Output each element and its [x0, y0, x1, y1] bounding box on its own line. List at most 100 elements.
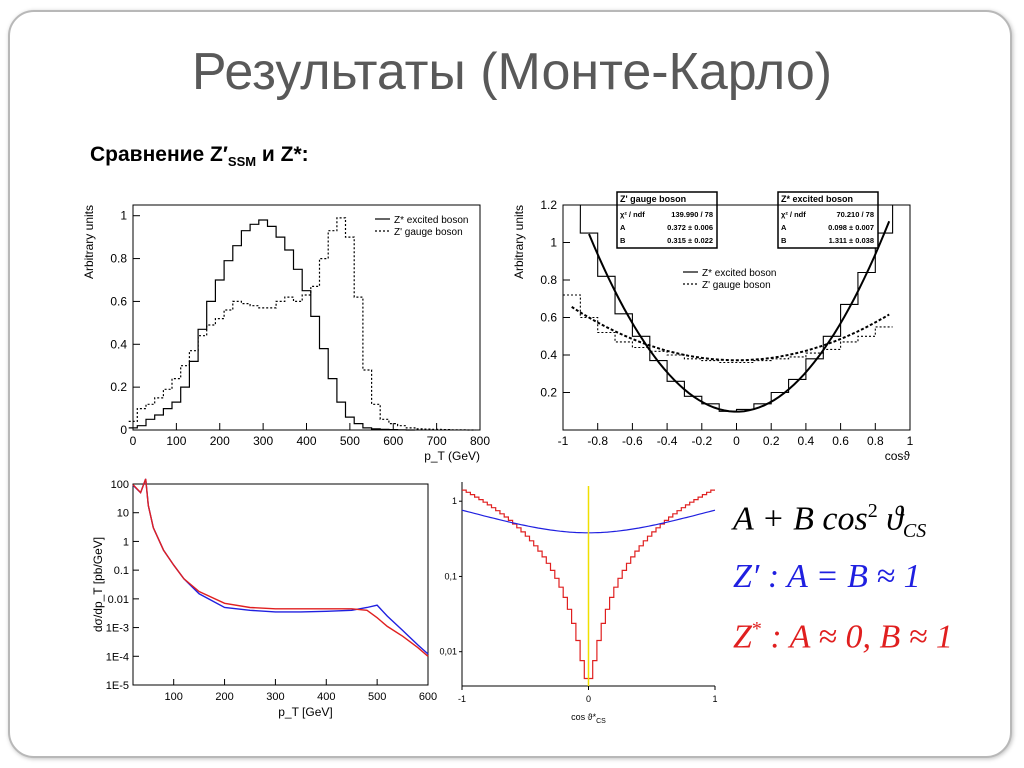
legend-label: Z* excited boson	[702, 268, 777, 279]
y-tick-label: 10	[117, 508, 129, 520]
y-tick-label: 0.8	[540, 273, 557, 287]
y-tick-label: 1E-4	[106, 651, 129, 663]
x-tick-label: -1	[458, 694, 466, 704]
formula-zstar: Z* : A ≈ 0, B ≈ 1	[733, 618, 953, 656]
formula-general-power: 2	[867, 500, 878, 522]
y-tick-label: 100	[111, 479, 129, 491]
subtitle-text: Сравнение Z′	[90, 143, 228, 166]
x-tick-label: 300	[253, 434, 273, 448]
x-tick-label: -0.4	[657, 434, 678, 448]
fit-box	[616, 191, 718, 249]
series-red-line	[132, 478, 429, 657]
fit-box-key: A	[620, 223, 626, 232]
y-tick-label: 0,01	[439, 647, 457, 657]
dsigma-dpt-chart: 100 200 300 400 500 600 100 10 1 0.1 0.01 1E-3 1E-4 1…	[91, 478, 437, 719]
x-axis-label-subscript: CS	[596, 718, 606, 725]
series-zstar-line	[128, 219, 415, 431]
fit-box-value: 0.315 ± 0.022	[667, 236, 713, 245]
x-tick-label: 300	[266, 691, 284, 703]
x-tick-label: 0	[586, 694, 591, 704]
x-tick-label: 500	[368, 691, 386, 703]
fit-box	[777, 191, 879, 249]
y-axis-label: Arbitrary units	[82, 205, 96, 279]
formula-general-text: A + B cos	[733, 500, 868, 538]
x-tick-label: 0.2	[763, 434, 780, 448]
y-tick-label: 1E-3	[106, 623, 129, 635]
y-tick-label: 1.2	[540, 198, 557, 212]
x-tick-label: 600	[419, 691, 437, 703]
x-tick-label: 1	[907, 434, 914, 448]
x-axis-label: cosϑ	[885, 449, 911, 463]
fit-box-value: 139.990 / 78	[671, 210, 713, 219]
slide-subtitle: Сравнение Z′SSM и Z*:	[90, 143, 309, 169]
series-zprime-line	[128, 217, 476, 431]
y-tick-label: 1	[123, 536, 129, 548]
plot-frame	[132, 483, 429, 686]
fit-box-title: Z' gauge boson	[620, 194, 686, 204]
formula-general: A + B cos2 ϑCS	[733, 500, 926, 543]
formula-zprime: Z′ : A = B ≈ 1	[733, 558, 921, 596]
y-tick-label: 0.8	[110, 252, 127, 266]
fit-box-value: 0.098 ± 0.007	[828, 223, 874, 232]
series-zprime-histogram	[563, 294, 893, 364]
x-tick-label: 0	[130, 434, 137, 448]
x-tick-label: 1	[712, 694, 717, 704]
legend-label: Z' gauge boson	[394, 227, 463, 238]
x-tick-label: 200	[210, 434, 230, 448]
x-tick-label: 100	[166, 434, 186, 448]
y-tick-label: 1E-5	[106, 680, 129, 692]
x-tick-label: -0.6	[622, 434, 643, 448]
series-zstar-histogram	[563, 204, 910, 412]
y-tick-label: 1	[550, 236, 557, 250]
fit-box-key: B	[620, 236, 626, 245]
fit-box-key: χ² / ndf	[781, 210, 806, 219]
y-tick-label: 0.01	[108, 594, 129, 606]
x-tick-label: 700	[427, 434, 447, 448]
x-tick-label: 800	[470, 434, 490, 448]
x-tick-label: 0.6	[832, 434, 849, 448]
fit-box-key: A	[781, 223, 787, 232]
fit-curve-zprime	[571, 306, 890, 362]
y-axis-label: dσ/dp_T [pb/GeV]	[91, 537, 105, 632]
y-tick-label: 1	[120, 209, 127, 223]
x-tick-label: 0	[733, 434, 740, 448]
y-tick-label: 0.6	[540, 311, 557, 325]
x-tick-label: 500	[340, 434, 360, 448]
y-tick-label: 0.2	[540, 386, 557, 400]
y-tick-label: 0	[120, 423, 127, 437]
x-tick-label: 400	[296, 434, 316, 448]
x-tick-label: 200	[215, 691, 233, 703]
legend-label: Z' gauge boson	[702, 280, 771, 291]
subtitle-subscript: SSM	[227, 154, 257, 170]
pt-distribution-chart: 0 100 200 300 400 500 600 700 800 0 0.2 0.4 0.6 0.8 1 p…	[82, 204, 490, 463]
x-tick-label: -0.8	[587, 434, 608, 448]
formula-zprime-text: Z′ : A = B ≈ 1	[733, 558, 921, 595]
y-axis-label: Arbitrary units	[512, 205, 526, 279]
fit-box-key: χ² / ndf	[620, 210, 645, 219]
formula-general-theta: ϑ	[886, 500, 903, 538]
x-axis-label: p_T (GeV)	[424, 449, 480, 463]
series-blue-line	[132, 478, 429, 655]
fit-box-title: Z* excited boson	[781, 194, 853, 204]
y-tick-label: 0.4	[540, 348, 557, 362]
fit-curve-zstar	[588, 220, 891, 413]
y-tick-label: 0.1	[114, 565, 129, 577]
x-tick-label: 0.4	[798, 434, 815, 448]
fit-box-value: 1.311 ± 0.038	[829, 236, 874, 245]
y-tick-label: 0.6	[110, 294, 127, 308]
fit-box-value: 70.210 / 78	[836, 210, 874, 219]
plot-frame	[132, 204, 481, 431]
y-tick-label: 1	[452, 496, 457, 506]
cos-theta-distribution-chart: -1 -0.8 -0.6 -0.4 -0.2 0 0.2 0.4 0.6 0.8 1 0.2 0.4 0.…	[512, 191, 914, 463]
x-tick-label: -0.2	[691, 434, 712, 448]
x-axis-label: p_T [GeV]	[278, 705, 332, 719]
x-tick-label: 600	[383, 434, 403, 448]
subtitle-tail: и Z*:	[256, 143, 309, 166]
x-tick-label: 0.8	[867, 434, 884, 448]
formula-zstar-z: Z	[733, 618, 752, 656]
y-tick-label: 0.2	[110, 380, 127, 394]
formula-zstar-text: : A ≈ 0, B ≈ 1	[761, 618, 953, 656]
formula-zstar-star: *	[751, 618, 762, 640]
x-tick-label: -1	[558, 434, 569, 448]
fit-box-value: 0.372 ± 0.006	[667, 223, 713, 232]
